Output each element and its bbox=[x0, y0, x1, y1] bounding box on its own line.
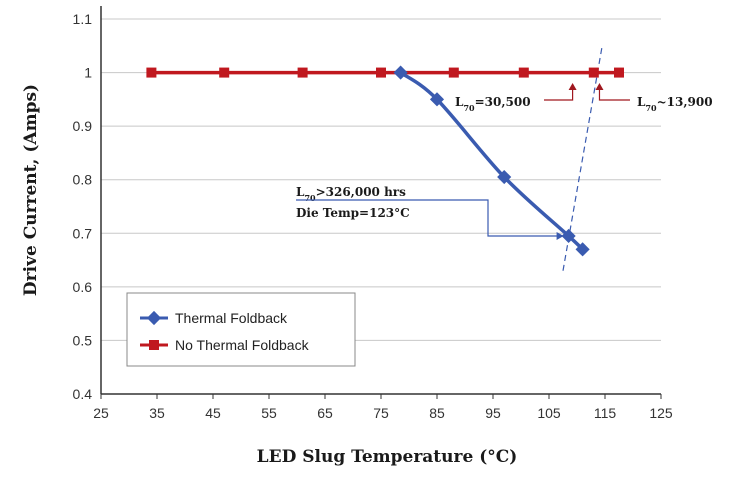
annotation-l70-foldback-line1: L70>326,000 hrs bbox=[296, 185, 406, 203]
x-tick-label-5: 75 bbox=[373, 405, 389, 421]
reference-dashed-line bbox=[562, 45, 603, 271]
y-tick-labels: 0.4 0.5 0.6 0.7 0.8 0.9 1 1.1 bbox=[73, 11, 93, 402]
point-no-thermal-foldback-4 bbox=[448, 67, 459, 78]
point-thermal-foldback-1 bbox=[429, 92, 445, 107]
point-thermal-foldback-4 bbox=[575, 242, 590, 257]
x-tick-label-2: 45 bbox=[205, 405, 221, 421]
x-tick-label-10: 125 bbox=[649, 405, 673, 421]
x-tick-label-3: 55 bbox=[261, 405, 277, 421]
y-tick-label-6: 1 bbox=[84, 65, 92, 81]
legend: Thermal Foldback No Thermal Foldback bbox=[126, 292, 356, 367]
x-tick-label-9: 115 bbox=[594, 405, 617, 421]
y-tick-label-1: 0.5 bbox=[73, 332, 93, 348]
series bbox=[146, 65, 624, 257]
x-axis-title: LED Slug Temperature (°C) bbox=[257, 447, 518, 467]
legend-marker-nothermal bbox=[149, 340, 159, 350]
annotation-l70-nofoldback-arrow bbox=[595, 83, 604, 90]
point-no-thermal-foldback-7 bbox=[614, 67, 624, 78]
point-no-thermal-foldback-1 bbox=[219, 67, 230, 78]
y-tick-label-5: 0.9 bbox=[73, 118, 93, 134]
y-axis-title: Drive Current, (Amps) bbox=[21, 84, 41, 296]
x-tick-label-8: 105 bbox=[537, 405, 561, 421]
annotation-l70-foldback-arrow bbox=[556, 231, 564, 240]
point-thermal-foldback-0 bbox=[393, 65, 408, 80]
annotation-l70-mid-arrow bbox=[568, 83, 577, 90]
point-thermal-foldback-2 bbox=[497, 169, 512, 185]
x-tick-label-1: 35 bbox=[149, 405, 165, 421]
y-tick-label-2: 0.6 bbox=[73, 279, 93, 295]
x-tick-labels: 25 35 45 55 65 75 85 95 105 115 125 bbox=[93, 405, 673, 421]
annotation-l70-nofoldback-label: L70~13,900 bbox=[637, 95, 713, 113]
point-no-thermal-foldback-5 bbox=[518, 67, 529, 78]
legend-label-nothermal: No Thermal Foldback bbox=[175, 337, 310, 353]
annotation-l70-mid-leader bbox=[544, 88, 574, 101]
annotation-l70-foldback-line2: Die Temp=123°C bbox=[296, 206, 410, 220]
x-tick-label-7: 95 bbox=[485, 405, 501, 421]
reference-line bbox=[562, 45, 603, 271]
gridlines bbox=[101, 18, 661, 341]
x-tick-label-0: 25 bbox=[93, 405, 109, 421]
annotation-l70-mid-label: L70=30,500 bbox=[455, 95, 531, 113]
y-tick-label-7: 1.1 bbox=[73, 11, 93, 27]
point-no-thermal-foldback-2 bbox=[297, 67, 308, 78]
y-tick-label-3: 0.7 bbox=[73, 225, 93, 241]
annotation-l70-foldback-leader bbox=[296, 199, 561, 237]
y-tick-label-4: 0.8 bbox=[73, 172, 93, 188]
point-no-thermal-foldback-0 bbox=[146, 67, 157, 78]
point-no-thermal-foldback-3 bbox=[376, 67, 386, 78]
annotation-l70-nofoldback-leader bbox=[598, 88, 630, 101]
axes bbox=[100, 6, 662, 399]
legend-marker-thermal bbox=[146, 310, 162, 326]
point-thermal-foldback-3 bbox=[561, 228, 576, 244]
legend-box bbox=[126, 292, 356, 367]
point-no-thermal-foldback-6 bbox=[588, 67, 599, 78]
y-tick-label-0: 0.4 bbox=[73, 386, 93, 402]
legend-label-thermal: Thermal Foldback bbox=[175, 310, 288, 326]
x-tick-label-6: 85 bbox=[429, 405, 445, 421]
x-tick-label-4: 65 bbox=[317, 405, 333, 421]
annotations: L70>326,000 hrs Die Temp=123°C L70=30,500 L… bbox=[296, 83, 713, 240]
